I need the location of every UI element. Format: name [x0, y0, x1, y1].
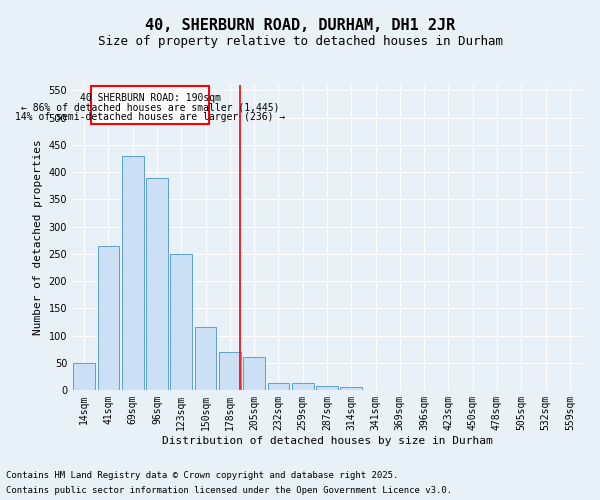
Bar	[170, 254, 192, 390]
Text: Contains HM Land Registry data © Crown copyright and database right 2025.: Contains HM Land Registry data © Crown c…	[6, 471, 398, 480]
FancyBboxPatch shape	[91, 86, 209, 124]
Bar	[243, 358, 265, 390]
Text: Size of property relative to detached houses in Durham: Size of property relative to detached ho…	[97, 35, 503, 48]
Text: 40 SHERBURN ROAD: 190sqm: 40 SHERBURN ROAD: 190sqm	[80, 92, 221, 102]
Y-axis label: Number of detached properties: Number of detached properties	[33, 140, 43, 336]
Text: 14% of semi-detached houses are larger (236) →: 14% of semi-detached houses are larger (…	[15, 112, 286, 122]
Bar	[97, 246, 119, 390]
Bar	[268, 383, 289, 390]
Bar	[219, 352, 241, 390]
Bar	[194, 328, 217, 390]
Bar	[146, 178, 168, 390]
Bar	[292, 383, 314, 390]
Bar	[122, 156, 143, 390]
Bar	[340, 386, 362, 390]
Bar	[316, 386, 338, 390]
Bar	[73, 363, 95, 390]
Text: 40, SHERBURN ROAD, DURHAM, DH1 2JR: 40, SHERBURN ROAD, DURHAM, DH1 2JR	[145, 18, 455, 32]
X-axis label: Distribution of detached houses by size in Durham: Distribution of detached houses by size …	[161, 436, 493, 446]
Text: Contains public sector information licensed under the Open Government Licence v3: Contains public sector information licen…	[6, 486, 452, 495]
Text: ← 86% of detached houses are smaller (1,445): ← 86% of detached houses are smaller (1,…	[21, 102, 280, 113]
